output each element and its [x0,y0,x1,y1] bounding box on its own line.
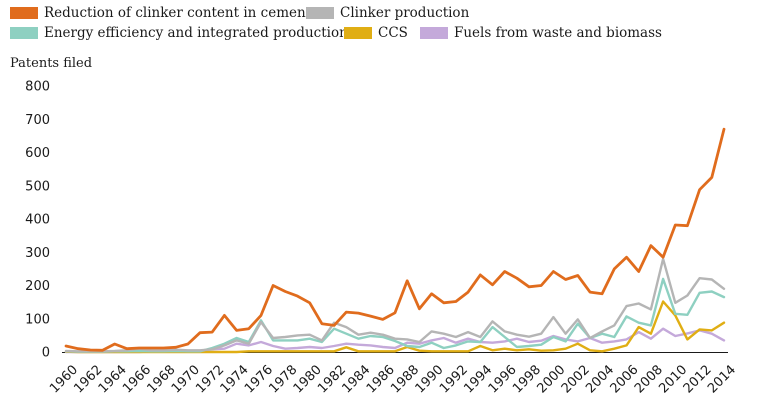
legend-item-clinker-production: Clinker production [306,4,469,22]
x-axis-ticks: 1960196219641966196819701972197419761978… [47,362,739,396]
series-line-0 [64,127,726,352]
legend-label: CCS [378,25,408,41]
legend-label: Clinker production [340,5,470,21]
legend-item-clinker-reduction: Reduction of clinker content in cement [10,4,311,22]
y-tick-label: 400 [25,213,50,228]
y-tick-label: 200 [25,279,50,294]
series-line-1 [64,257,726,353]
series-line-2 [64,277,726,353]
y-tick-label: 100 [25,312,50,327]
y-tick-label: 300 [25,246,50,261]
legend-swatch-ccs [344,27,372,39]
y-axis-ticks: 0 100 200 300 400 500 600 700 800 [25,80,50,361]
legend-item-energy-efficiency: Energy efficiency and integrated product… [10,24,348,42]
y-tick-label: 700 [25,113,50,128]
legend-item-ccs: CCS [344,24,408,42]
series-lines [64,127,726,354]
legend-label: Reduction of clinker content in cement [44,5,312,21]
y-tick-label: 600 [25,146,50,161]
x-tick-label: 2014 [705,362,739,396]
legend-label: Energy efficiency and integrated product… [44,25,348,41]
y-axis-title: Patents filed [10,56,93,71]
legend-swatch-clinker-production [306,7,334,19]
y-tick-label: 0 [42,346,50,361]
y-tick-label: 800 [25,80,50,95]
legend-swatch-fuels [420,27,448,39]
legend: Reduction of clinker content in cement C… [10,2,770,42]
legend-label: Fuels from waste and biomass [454,25,662,41]
legend-item-fuels: Fuels from waste and biomass [420,24,662,42]
legend-swatch-clinker-reduction [10,7,38,19]
legend-swatch-energy-efficiency [10,27,38,39]
y-tick-label: 500 [25,179,50,194]
